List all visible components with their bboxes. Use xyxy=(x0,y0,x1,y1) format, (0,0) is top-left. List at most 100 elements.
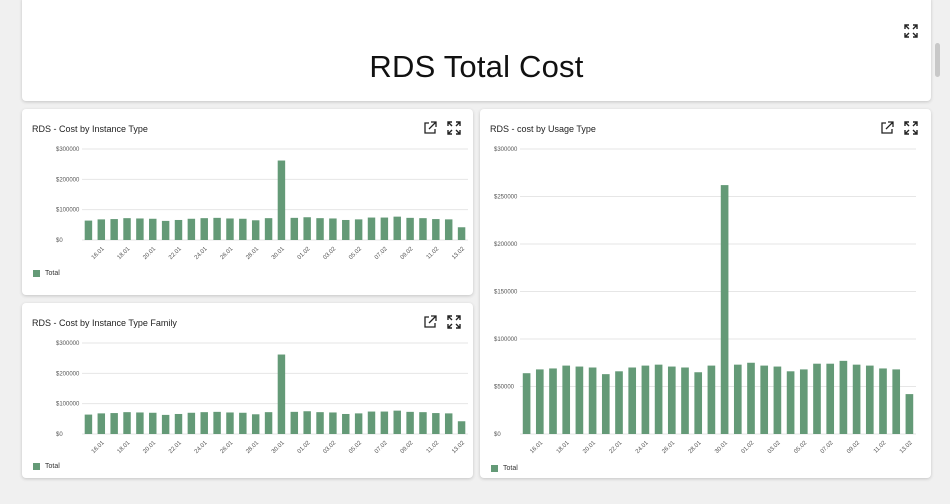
bar xyxy=(342,219,350,240)
bar xyxy=(239,412,247,434)
x-tick-label: 22.01 xyxy=(168,246,183,261)
bar xyxy=(707,365,716,434)
x-tick-label: 16.01 xyxy=(91,246,106,261)
bar xyxy=(444,413,453,434)
x-tick-label: 24.01 xyxy=(194,246,209,261)
bar xyxy=(251,220,260,240)
bar xyxy=(316,218,324,240)
bar xyxy=(213,217,221,240)
bar xyxy=(535,369,544,434)
bar xyxy=(444,219,453,240)
x-tick-label: 20.01 xyxy=(142,246,157,261)
y-tick-label: $0 xyxy=(56,238,63,244)
expand-icon[interactable] xyxy=(447,121,461,135)
bar xyxy=(342,413,350,434)
x-tick-label: 24.01 xyxy=(635,440,650,455)
x-tick-label: 01.02 xyxy=(741,440,756,455)
bar xyxy=(681,367,689,434)
bar xyxy=(694,372,703,434)
title-panel: RDS Total Cost xyxy=(22,0,940,101)
y-tick-label: $0 xyxy=(56,432,63,438)
bar xyxy=(84,220,93,240)
bar xyxy=(852,364,861,434)
x-tick-label: 05.02 xyxy=(348,246,363,261)
bar xyxy=(615,371,623,434)
bar xyxy=(136,412,144,434)
bar xyxy=(161,414,170,434)
x-tick-label: 26.01 xyxy=(220,440,235,455)
bar xyxy=(316,412,324,434)
bar xyxy=(84,414,93,434)
bar xyxy=(588,367,597,434)
x-tick-label: 22.01 xyxy=(609,440,624,455)
bar xyxy=(354,219,363,240)
y-tick-label: $300000 xyxy=(494,147,518,153)
bar xyxy=(149,218,157,240)
x-tick-label: 30.01 xyxy=(271,246,286,261)
bar xyxy=(251,414,260,434)
panel-title: RDS - Cost by Instance Type Family xyxy=(32,318,177,328)
bar xyxy=(432,413,440,434)
bar xyxy=(380,217,389,240)
bar xyxy=(457,421,466,434)
external-link-icon[interactable] xyxy=(423,121,437,135)
bar xyxy=(226,218,234,240)
y-tick-label: $100000 xyxy=(494,337,518,343)
legend-label: Total xyxy=(503,465,518,472)
bar xyxy=(641,365,650,434)
bar xyxy=(419,412,427,434)
x-tick-label: 16.01 xyxy=(91,440,106,455)
y-tick-label: $200000 xyxy=(56,371,80,377)
expand-icon[interactable] xyxy=(904,121,918,135)
bar xyxy=(522,373,531,434)
bar xyxy=(865,365,874,434)
x-tick-label: 13.02 xyxy=(899,440,914,455)
bar xyxy=(813,363,821,434)
bar xyxy=(200,412,208,434)
x-tick-label: 11.02 xyxy=(426,440,441,455)
bar xyxy=(303,411,311,434)
bar xyxy=(432,219,440,240)
x-tick-label: 22.01 xyxy=(168,440,183,455)
x-tick-label: 03.02 xyxy=(322,246,337,261)
bar xyxy=(601,374,610,434)
expand-icon[interactable] xyxy=(447,315,461,329)
x-tick-label: 09.02 xyxy=(400,246,415,261)
scrollbar[interactable] xyxy=(935,43,940,77)
x-tick-label: 07.02 xyxy=(374,246,389,261)
x-tick-label: 03.02 xyxy=(767,440,782,455)
panel-cost-by-instance-type-family: RDS - Cost by Instance Type Family $0 $10… xyxy=(22,303,473,478)
bar xyxy=(419,218,427,240)
bar xyxy=(549,368,557,434)
expand-icon[interactable] xyxy=(904,24,918,38)
chart-legend[interactable]: Total xyxy=(33,463,60,470)
panel-title: RDS - Cost by Instance Type xyxy=(32,124,148,134)
x-tick-label: 20.01 xyxy=(142,440,157,455)
y-tick-label: $100000 xyxy=(56,208,80,214)
x-tick-label: 07.02 xyxy=(820,440,835,455)
bar xyxy=(187,218,196,240)
bar-chart: $0 $50000 $100000 $150000 $200000 $250000 $300… xyxy=(494,147,916,455)
y-tick-label: $0 xyxy=(494,432,501,438)
external-link-icon[interactable] xyxy=(423,315,437,329)
y-tick-label: $200000 xyxy=(494,242,518,248)
chart-legend[interactable]: Total xyxy=(33,270,60,277)
bar xyxy=(380,411,389,434)
bar xyxy=(562,365,571,434)
chart-legend[interactable]: Total xyxy=(491,465,518,472)
x-tick-label: 30.01 xyxy=(271,440,286,455)
y-tick-label: $200000 xyxy=(56,177,80,183)
bar xyxy=(879,368,887,434)
y-tick-label: $300000 xyxy=(56,341,80,347)
y-tick-label: $300000 xyxy=(56,147,80,153)
legend-label: Total xyxy=(45,463,60,470)
bar xyxy=(97,219,106,240)
x-tick-label: 26.01 xyxy=(220,246,235,261)
external-link-icon[interactable] xyxy=(880,121,894,135)
legend-label: Total xyxy=(45,270,60,277)
bar xyxy=(97,413,106,434)
bar xyxy=(733,364,742,434)
bar xyxy=(123,218,131,240)
bar xyxy=(628,367,637,434)
x-tick-label: 01.02 xyxy=(297,246,312,261)
